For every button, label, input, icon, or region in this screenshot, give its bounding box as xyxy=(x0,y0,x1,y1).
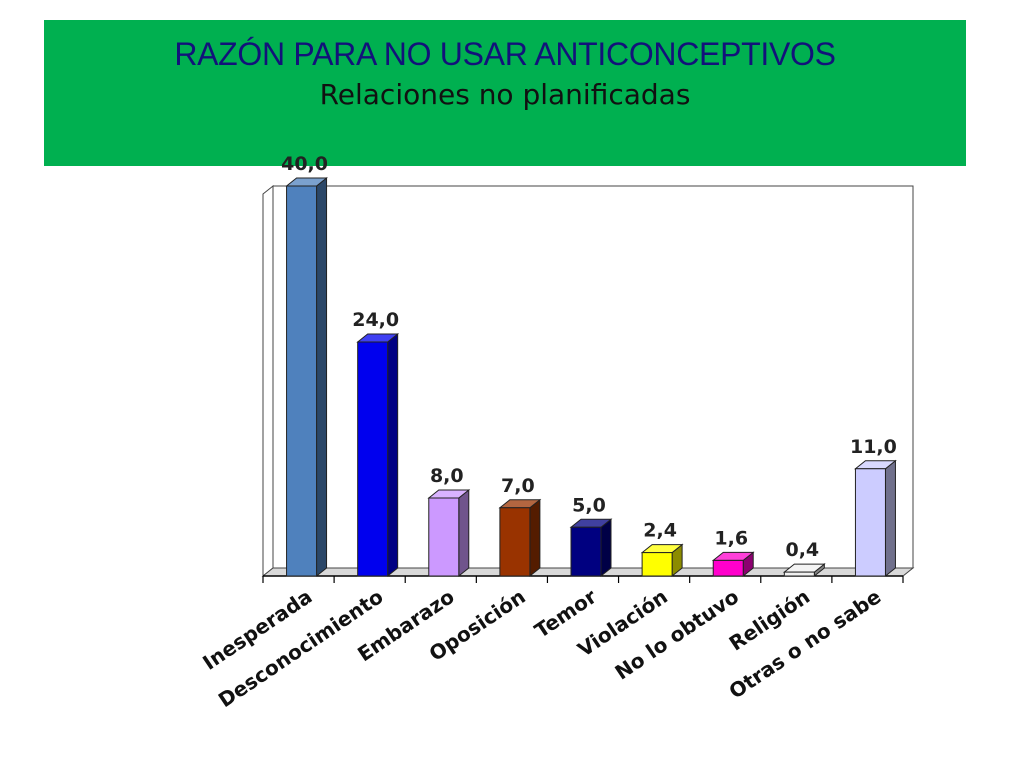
chart-subtitle: Relaciones no planificadas xyxy=(319,78,691,111)
data-label: 1,6 xyxy=(714,527,748,549)
bar-8 xyxy=(782,563,826,578)
bar-4 xyxy=(498,498,542,578)
bar-side xyxy=(316,176,328,578)
bar-front xyxy=(641,552,673,577)
bar-front xyxy=(286,185,318,577)
x-tick-label: No lo obtuvo xyxy=(611,584,744,684)
plot-side-wall xyxy=(262,184,274,578)
bar-front xyxy=(783,571,815,577)
data-label: 40,0 xyxy=(281,153,328,175)
chart-title: RAZÓN PARA NO USAR ANTICONCEPTIVOS xyxy=(174,36,836,72)
bar-side xyxy=(387,332,399,578)
bar-6 xyxy=(640,543,684,578)
bar-7 xyxy=(711,551,755,578)
bar-side xyxy=(529,498,541,578)
bar-front xyxy=(428,497,460,577)
bar-front xyxy=(570,526,602,577)
bar-front xyxy=(854,468,886,577)
bar-2 xyxy=(356,332,400,578)
data-label: 8,0 xyxy=(430,465,464,487)
data-label: 7,0 xyxy=(501,475,535,497)
bar-side xyxy=(458,488,470,578)
bar-front xyxy=(712,559,744,577)
bar-front xyxy=(499,507,531,577)
bar-1 xyxy=(285,176,328,578)
bar-9 xyxy=(854,459,897,578)
data-label: 0,4 xyxy=(785,539,819,561)
data-label: 2,4 xyxy=(643,520,677,542)
data-label: 24,0 xyxy=(352,309,399,331)
data-label: 5,0 xyxy=(572,494,606,516)
bar-front xyxy=(357,341,389,577)
bar-5 xyxy=(569,518,613,578)
bar-side xyxy=(600,518,612,578)
bar-side xyxy=(884,459,896,578)
title-banner: RAZÓN PARA NO USAR ANTICONCEPTIVOS Relac… xyxy=(44,20,966,166)
bar-3 xyxy=(427,488,471,578)
data-label: 11,0 xyxy=(850,436,897,458)
